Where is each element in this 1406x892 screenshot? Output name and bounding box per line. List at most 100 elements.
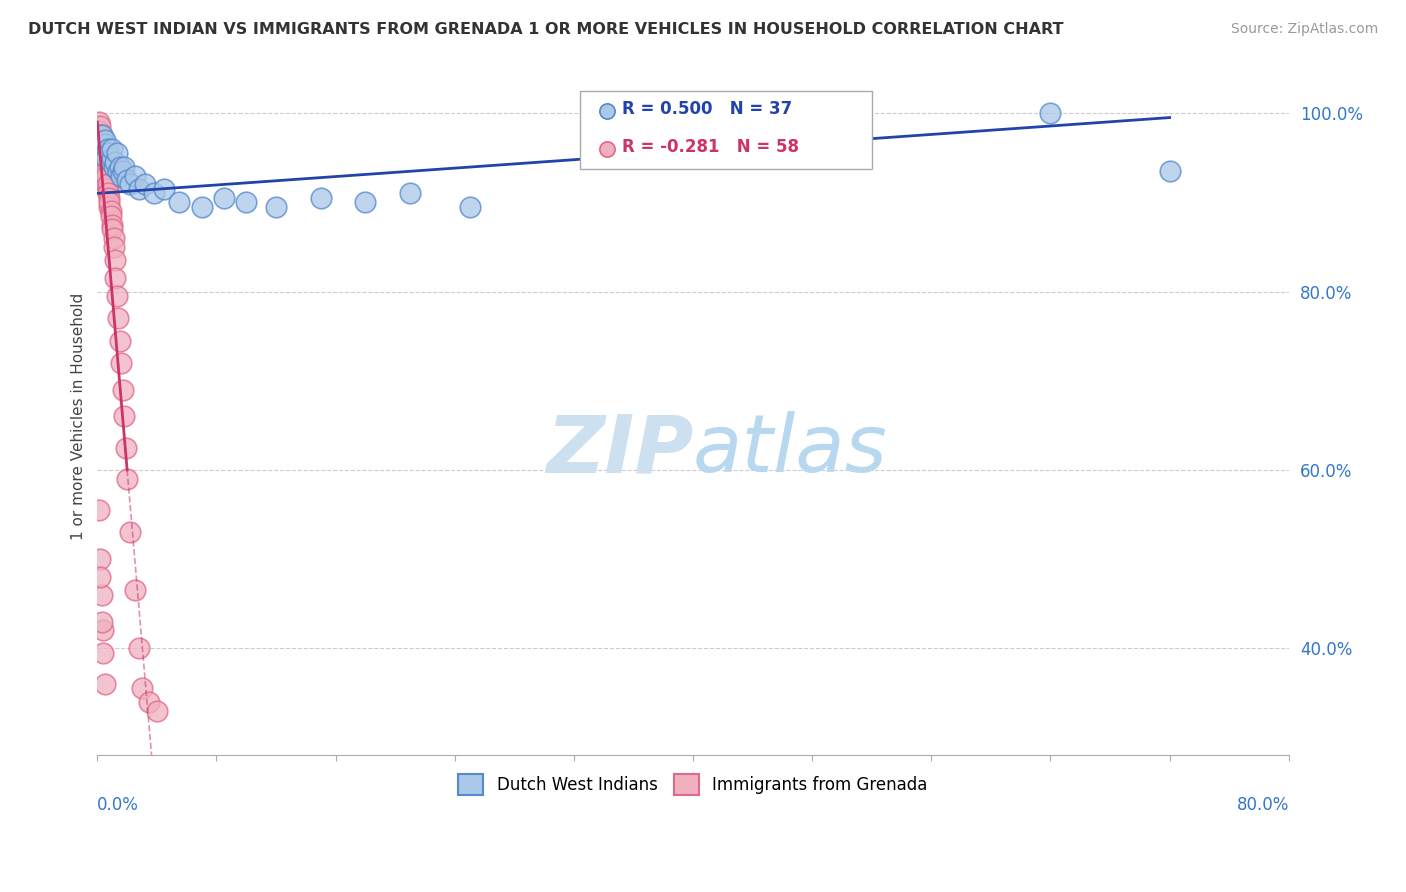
Point <box>120 525 142 540</box>
Point <box>111 164 134 178</box>
Point <box>90 128 112 143</box>
Point <box>96 146 118 161</box>
Point <box>97 182 120 196</box>
Point <box>1039 106 1062 120</box>
Point <box>112 160 135 174</box>
Point <box>96 169 118 183</box>
Point <box>103 160 125 174</box>
Point <box>153 182 176 196</box>
Point <box>142 186 165 201</box>
Point <box>458 200 481 214</box>
Point <box>114 441 136 455</box>
Point <box>124 169 146 183</box>
Point <box>90 151 112 165</box>
Point <box>94 677 117 691</box>
Point <box>91 624 114 638</box>
Point <box>100 204 122 219</box>
Point <box>110 169 132 183</box>
Text: R = 0.500   N = 37: R = 0.500 N = 37 <box>621 100 792 119</box>
Legend: Dutch West Indians, Immigrants from Grenada: Dutch West Indians, Immigrants from Gren… <box>451 768 935 801</box>
Point <box>105 146 128 161</box>
Point <box>190 200 212 214</box>
Point <box>87 124 110 138</box>
Point <box>91 142 114 156</box>
Point <box>1159 164 1181 178</box>
Point <box>146 704 169 718</box>
Point <box>87 133 110 147</box>
Point <box>115 472 138 486</box>
Point <box>98 195 121 210</box>
Point <box>98 191 121 205</box>
Point <box>101 151 124 165</box>
Point <box>100 209 122 223</box>
Point <box>89 128 111 143</box>
Point <box>103 231 125 245</box>
Point <box>90 588 112 602</box>
Point <box>90 137 112 152</box>
Point <box>96 173 118 187</box>
Point <box>89 137 111 152</box>
Point <box>399 186 422 201</box>
Point <box>134 178 156 192</box>
Point <box>104 253 127 268</box>
Point <box>90 615 112 629</box>
Point <box>89 146 111 161</box>
Point <box>97 178 120 192</box>
Point <box>212 191 235 205</box>
Text: Source: ZipAtlas.com: Source: ZipAtlas.com <box>1230 22 1378 37</box>
Point <box>89 570 111 584</box>
Point <box>108 160 131 174</box>
Point <box>87 503 110 517</box>
Point <box>112 409 135 424</box>
Point <box>91 146 114 161</box>
Text: atlas: atlas <box>693 411 887 490</box>
Point <box>264 200 287 214</box>
Point <box>89 120 111 134</box>
Point <box>105 289 128 303</box>
Point <box>124 583 146 598</box>
Point <box>94 137 117 152</box>
Point <box>98 146 121 161</box>
Point <box>94 155 117 169</box>
Point <box>96 151 118 165</box>
Point <box>115 173 138 187</box>
Text: 80.0%: 80.0% <box>1236 796 1289 814</box>
Point <box>90 128 112 143</box>
Point <box>97 142 120 156</box>
Point <box>100 155 122 169</box>
Point <box>107 311 129 326</box>
Point <box>138 695 160 709</box>
Point <box>94 133 117 147</box>
Point <box>96 164 118 178</box>
Text: ZIP: ZIP <box>546 411 693 490</box>
Point <box>111 383 134 397</box>
Text: R = -0.281   N = 58: R = -0.281 N = 58 <box>621 137 799 155</box>
Point <box>101 218 124 232</box>
Point <box>89 552 111 566</box>
Point <box>94 164 117 178</box>
Point <box>167 195 190 210</box>
Point <box>108 334 131 348</box>
Text: 0.0%: 0.0% <box>97 796 139 814</box>
Point <box>101 222 124 236</box>
Point <box>91 142 114 156</box>
Point <box>98 200 121 214</box>
Point <box>128 182 150 196</box>
Point <box>235 195 257 210</box>
Point <box>354 195 377 210</box>
Point <box>107 164 129 178</box>
Point <box>104 271 127 285</box>
Point <box>91 646 114 660</box>
Point <box>104 155 127 169</box>
Point <box>97 186 120 201</box>
Point <box>91 155 114 169</box>
Point <box>94 160 117 174</box>
Point <box>131 681 153 696</box>
Point <box>101 142 124 156</box>
Point <box>110 356 132 370</box>
Point <box>128 641 150 656</box>
Point <box>90 142 112 156</box>
Point <box>309 191 332 205</box>
Point <box>103 240 125 254</box>
Y-axis label: 1 or more Vehicles in Household: 1 or more Vehicles in Household <box>72 293 86 540</box>
